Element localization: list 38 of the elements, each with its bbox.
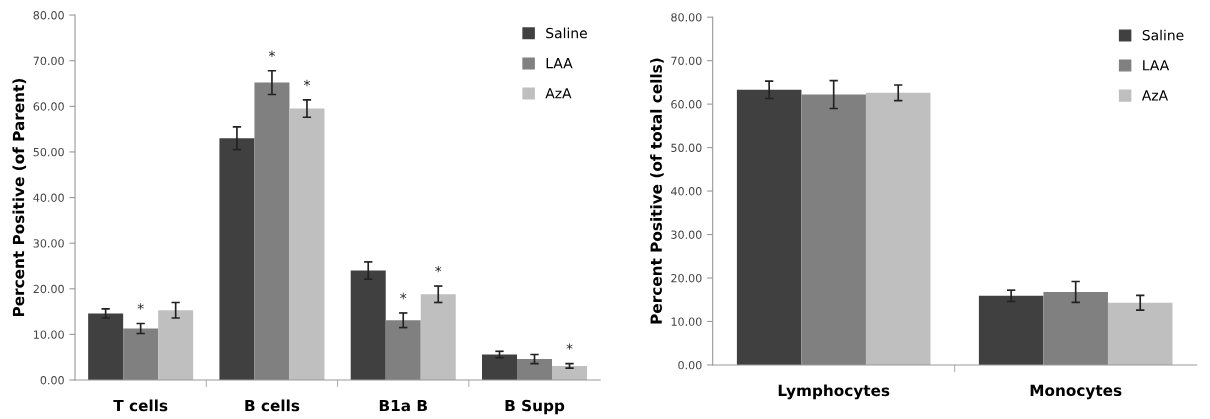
y-tick-label: 10.00 xyxy=(671,317,702,326)
legend-label: Saline xyxy=(1142,29,1184,41)
x-tick-label: Monocytes xyxy=(1030,384,1122,400)
y-tick-label: 0.00 xyxy=(40,376,64,385)
y-tick-label: 70.00 xyxy=(671,56,702,66)
data-label: * xyxy=(435,265,442,273)
legend-label: LAA xyxy=(1143,60,1170,71)
legend-label: Saline xyxy=(546,27,587,39)
data-label: * xyxy=(268,50,276,57)
y-axis-title: Percent Positive (of Parent) xyxy=(12,78,27,317)
y-tick-label: 60.00 xyxy=(33,102,64,111)
data-label: * xyxy=(137,303,144,310)
data-label: * xyxy=(303,79,311,87)
legend-label: LAA xyxy=(546,58,573,69)
y-tick-label: 30.00 xyxy=(671,230,702,239)
y-tick-label: 20.00 xyxy=(671,273,702,283)
data-label: * xyxy=(566,343,573,350)
x-tick-label: B1a B xyxy=(379,399,427,412)
y-tick-label: 50.00 xyxy=(33,147,64,157)
y-tick-label: 80.00 xyxy=(671,13,702,22)
x-tick-label: B cells xyxy=(245,399,300,412)
y-tick-label: 40.00 xyxy=(33,193,64,202)
y-tick-label: 10.00 xyxy=(34,330,64,339)
x-tick-label: Lymphocytes xyxy=(778,384,890,400)
x-tick-label: T cells xyxy=(113,399,168,412)
y-tick-label: 50.00 xyxy=(671,143,702,152)
y-axis-title: Percent Positive (of total cells) xyxy=(650,58,664,324)
x-tick-label: B Supp xyxy=(505,399,565,415)
y-tick-label: 60.00 xyxy=(671,100,702,109)
legend-label: AzA xyxy=(1141,90,1168,101)
y-tick-label: 40.00 xyxy=(671,187,702,196)
y-tick-label: 70.00 xyxy=(33,56,64,66)
y-tick-label: 30.00 xyxy=(33,239,64,248)
y-tick-label: 20.00 xyxy=(33,284,64,294)
y-tick-label: 80.00 xyxy=(33,11,64,20)
data-label: * xyxy=(400,292,407,300)
legend-label: AzA xyxy=(545,88,572,99)
y-tick-label: 0.00 xyxy=(678,360,702,370)
